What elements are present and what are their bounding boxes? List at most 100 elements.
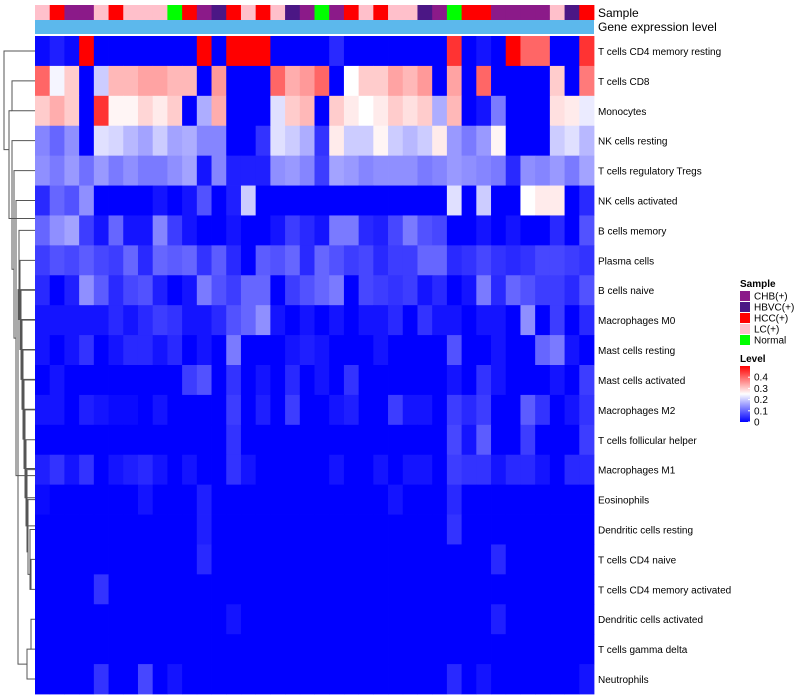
heatmap-cell [108,544,124,575]
heatmap-cell [358,335,374,366]
heatmap-cell [388,604,404,635]
heatmap-cell [505,484,521,515]
heatmap-cell [226,365,242,396]
heatmap-cell [520,365,536,396]
heatmap-cell [79,574,95,605]
heatmap-cell [358,215,374,246]
heatmap-cell [520,245,536,276]
heatmap-cell [549,245,565,276]
dendrogram-branch [30,558,35,590]
sample-annotation-cell [343,5,360,20]
heatmap-cell [123,125,139,157]
heatmap-cell [417,365,433,396]
heatmap-cell [564,215,580,246]
heatmap-cell [520,36,536,67]
heatmap-cell [108,275,124,306]
heatmap-cell [505,574,521,605]
heatmap-cell [491,305,507,336]
heatmap-cell [137,394,154,426]
heatmap-cell [476,574,492,605]
heatmap-cell [255,275,271,306]
heatmap-cell [167,514,183,545]
row-label: T cells CD8 [598,77,650,88]
heatmap-cell [343,335,360,366]
sample-annotation-cell [402,5,418,20]
heatmap-cell [505,634,521,665]
heatmap-cell [446,394,462,426]
heatmap-cell [211,215,227,246]
heatmap-cell [299,544,315,575]
heatmap-cell [167,36,183,67]
heatmap-cell [343,484,360,515]
heatmap-cell [240,634,257,665]
heatmap-cell [79,424,95,456]
heatmap-cell [64,215,80,246]
heatmap-cell [491,514,507,545]
heatmap-cell [432,634,448,665]
heatmap-cell [476,484,492,515]
sample-annotation-cell [196,5,212,20]
heatmap-cell [535,65,551,97]
heatmap-cell [123,454,139,486]
heatmap-cell [461,335,477,366]
heatmap-cell [123,514,139,545]
heatmap-cell [402,544,418,575]
heatmap-cell [167,275,183,306]
heatmap-cell [93,275,109,306]
heatmap-cell [299,125,315,157]
heatmap-cell [549,664,565,695]
row-label: Dendritic cells activated [598,615,703,626]
heatmap-cell [255,544,271,575]
heatmap-cell [211,365,227,396]
heatmap-cell [240,514,257,545]
heatmap-cell [108,155,124,186]
heatmap-cell [285,275,301,306]
row-label: Macrophages M1 [598,466,676,477]
heatmap-cell [329,365,345,396]
heatmap-cell [123,245,139,276]
heatmap-cell [211,95,227,127]
heatmap-cell [388,424,404,456]
sample-legend-label: HBVC(+) [754,303,794,314]
heatmap-cell [314,335,330,366]
heatmap-cell [432,155,448,186]
heatmap-cell [64,275,80,306]
heatmap-cell [182,574,198,605]
heatmap-cell [240,454,257,486]
heatmap-cell [329,424,345,456]
heatmap-cell [579,574,595,605]
heatmap-cell [549,394,565,426]
heatmap-cell [93,215,109,246]
heatmap-cell [343,185,360,216]
heatmap-cell [388,125,404,157]
heatmap-cell [285,454,301,486]
sample-annotation-cell [373,5,389,20]
heatmap-cell [373,185,389,216]
heatmap-cell [402,36,418,67]
heatmap-cell [461,155,477,186]
heatmap-cell [108,604,124,635]
heatmap-cell [402,664,418,695]
heatmap-cell [417,634,433,665]
dendrogram-branch [29,529,35,590]
heatmap-cell [35,65,51,97]
row-label: T cells CD4 memory activated [598,585,731,596]
heatmap-cell [196,305,212,336]
heatmap-cell [373,394,389,426]
heatmap-cell [255,604,271,635]
heatmap-cell [446,365,462,396]
heatmap-cell [211,394,227,426]
heatmap-cell [388,484,404,515]
heatmap-cell [270,65,286,97]
heatmap-cell [343,245,360,276]
heatmap-cell [152,275,168,306]
heatmap-cell [182,454,198,486]
heatmap-cell [373,95,389,127]
heatmap-cell [123,275,139,306]
level-track-label: Gene expression level [598,20,717,34]
heatmap-cell [373,365,389,396]
heatmap-cell [123,185,139,216]
sample-annotation-track [35,5,595,20]
heatmap-cell [64,604,80,635]
heatmap-cell [461,634,477,665]
